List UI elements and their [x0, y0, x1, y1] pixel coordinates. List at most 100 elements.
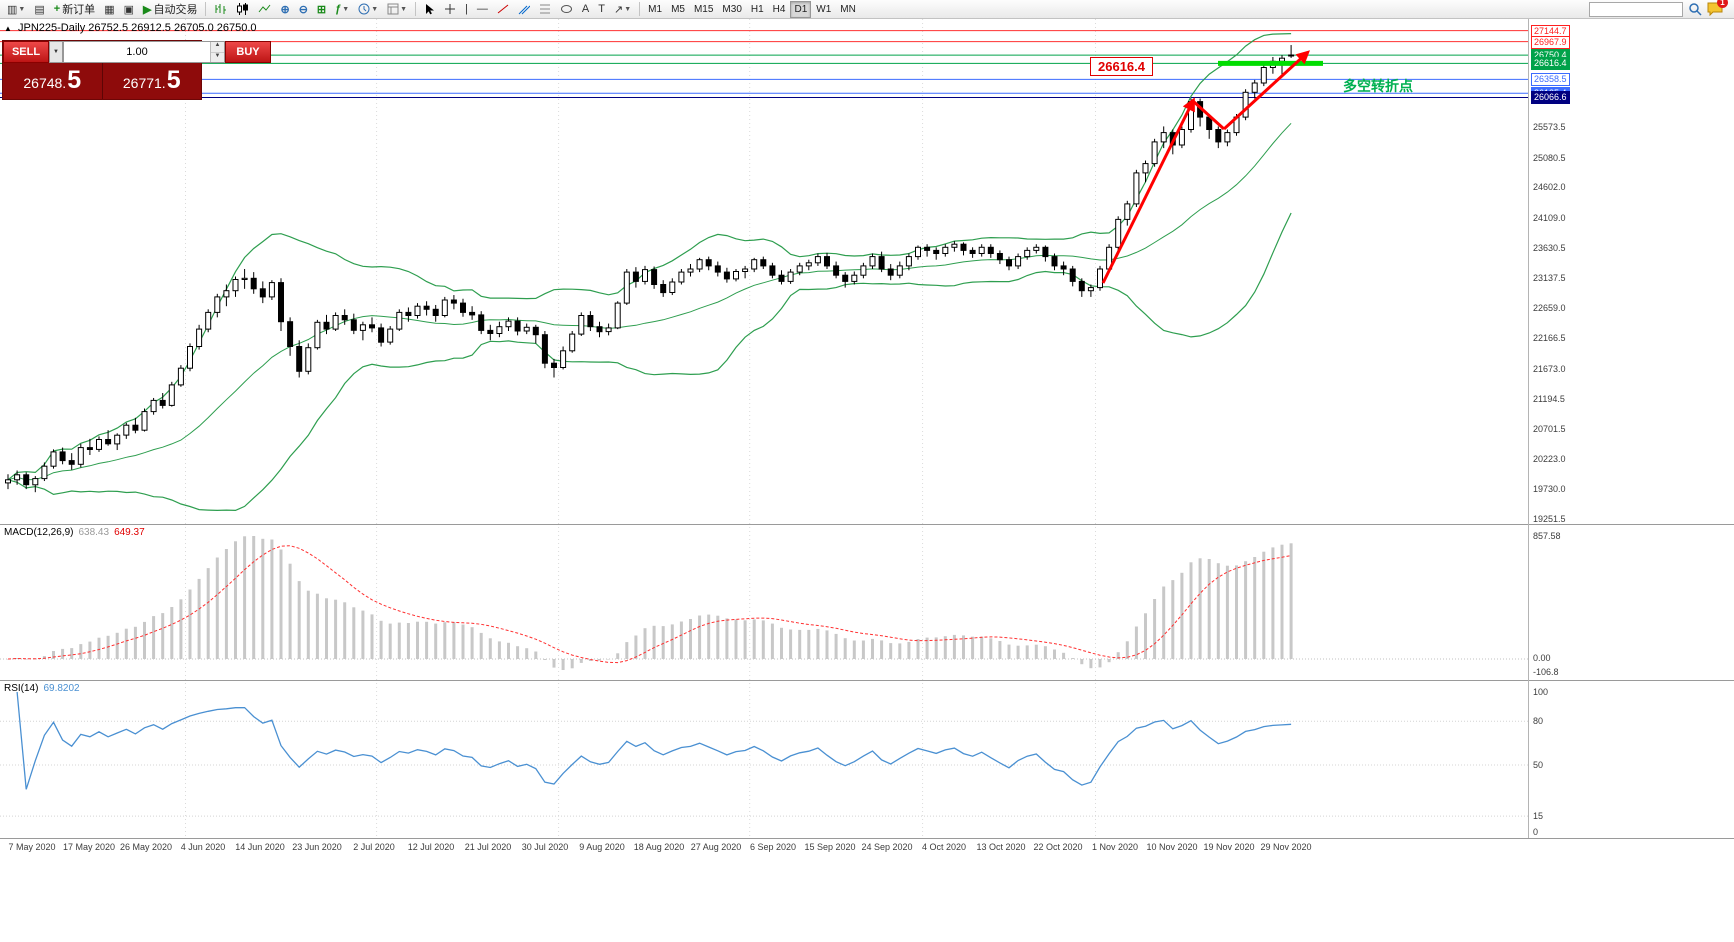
cursor-icon: [426, 4, 435, 15]
text-button[interactable]: A: [578, 0, 593, 19]
market-watch-icon: ▦: [104, 3, 115, 16]
date-label: 21 Jul 2020: [464, 842, 512, 852]
search-input[interactable]: [1589, 1, 1683, 17]
notifications-button[interactable]: 1: [1707, 0, 1728, 17]
tab-timeframe-m5[interactable]: M5: [671, 3, 685, 15]
zoom-in-button[interactable]: ⊕: [276, 0, 293, 19]
ohlc-high: 26912.5: [131, 22, 171, 34]
channel-icon: [518, 5, 530, 15]
new-order-button[interactable]: + 新订单: [50, 0, 99, 19]
label-button[interactable]: T: [594, 0, 609, 19]
price-label: 80: [1533, 716, 1544, 727]
buy-price[interactable]: 26771. 5: [103, 63, 202, 99]
tab-timeframe-m1[interactable]: M1: [648, 3, 663, 15]
market-watch-button[interactable]: ▦: [100, 0, 118, 19]
price-label: 26066.6: [1531, 91, 1570, 105]
price-level-annotation[interactable]: 26616.4: [1090, 57, 1153, 76]
price-label: 21194.5: [1533, 393, 1565, 404]
tab-timeframe-m15[interactable]: M15: [693, 3, 714, 15]
price-label: 0: [1533, 827, 1539, 837]
date-label: 12 Jul 2020: [407, 842, 455, 852]
rsi-value: 69.8202: [43, 683, 80, 694]
auto-trading-label: 自动交易: [153, 4, 198, 16]
price-label: 21673.0: [1533, 363, 1566, 374]
rsi-label: RSI(14) 69.8202: [4, 683, 80, 694]
trendline-button[interactable]: [493, 0, 513, 19]
zoom-out-button[interactable]: ⊖: [295, 0, 312, 19]
crosshair-icon: [445, 4, 456, 14]
date-label: 14 Jun 2020: [235, 842, 285, 852]
cursor-button[interactable]: [420, 0, 439, 19]
macd-label: MACD(12,26,9) 638.43 649.37: [4, 527, 145, 538]
sell-button[interactable]: SELL: [3, 41, 49, 63]
new-chart-button[interactable]: ▥ ▼: [3, 0, 29, 19]
one-click-trading-panel: SELL ▼ ▲▼ BUY 26748.5 26771.5: [2, 40, 271, 100]
bar-chart-button[interactable]: [210, 0, 231, 19]
sell-price[interactable]: 26748. 5: [3, 63, 103, 99]
price-label: 23630.5: [1533, 242, 1566, 253]
volume-stepper[interactable]: ▲ ▼: [210, 42, 224, 62]
symbol-period: JPN225-Daily: [17, 22, 86, 34]
buy-button[interactable]: BUY: [225, 41, 271, 63]
sell-price-main: 26748.: [23, 75, 67, 91]
price-label: 19251.5: [1533, 514, 1566, 524]
navigator-icon: ▣: [123, 3, 134, 16]
chevron-down-icon: ▼: [342, 5, 350, 13]
arrows-button[interactable]: ↗ ▼: [610, 0, 635, 19]
date-label: 15 Sep 2020: [804, 842, 856, 852]
play-icon: ▶: [143, 3, 152, 16]
horizontal-line-button[interactable]: —: [473, 0, 492, 19]
date-label: 9 Aug 2020: [579, 842, 625, 852]
tab-timeframe-mn[interactable]: MN: [840, 3, 856, 15]
date-label: 23 Jun 2020: [292, 842, 342, 852]
templates-button[interactable]: ▼: [383, 0, 411, 19]
price-label: 100: [1533, 687, 1549, 697]
candlestick-chart-button[interactable]: [232, 0, 253, 19]
buy-price-pip: 5: [166, 66, 181, 94]
crosshair-button[interactable]: [440, 0, 460, 19]
chart-ohlc-title: ▲ JPN225-Daily 26752.5 26912.5 26705.0 2…: [4, 22, 257, 34]
date-label: 4 Jun 2020: [180, 842, 226, 852]
profiles-button[interactable]: ▤: [30, 0, 48, 19]
clock-icon: [358, 3, 370, 15]
shapes-button[interactable]: [556, 0, 577, 19]
tab-timeframe-w1[interactable]: W1: [816, 3, 832, 15]
tab-timeframe-h4[interactable]: H4: [772, 3, 786, 15]
macd-value-signal: 649.37: [114, 527, 145, 538]
price-label: 25080.5: [1533, 152, 1566, 163]
indicators-button[interactable]: ƒ ▼: [331, 0, 353, 19]
new-order-label: 新订单: [62, 4, 96, 16]
date-label: 6 Sep 2020: [749, 842, 797, 852]
text-icon: A: [581, 3, 590, 15]
price-label: 24602.0: [1533, 182, 1566, 193]
chevron-down-icon: ▼: [400, 5, 408, 13]
stepper-down-icon[interactable]: ▼: [211, 52, 224, 62]
channel-button[interactable]: [514, 0, 534, 19]
price-label: -106.8: [1533, 667, 1559, 677]
periods-button[interactable]: ▼: [354, 0, 382, 19]
volume-input[interactable]: [64, 42, 210, 62]
arrow-icon: ↗: [614, 3, 624, 16]
line-chart-button[interactable]: [254, 0, 275, 19]
macd-name: MACD(12,26,9): [4, 527, 74, 538]
navigator-button[interactable]: ▣: [120, 0, 138, 19]
tab-timeframe-m30[interactable]: M30: [722, 3, 742, 15]
tile-windows-icon: ⊞: [316, 3, 327, 16]
tab-timeframe-h1[interactable]: H1: [750, 3, 764, 15]
toolbar-separator: [639, 2, 641, 16]
auto-trading-button[interactable]: ▶ 自动交易: [139, 0, 201, 19]
stepper-up-icon[interactable]: ▲: [211, 42, 224, 53]
turning-point-label[interactable]: 多空转折点: [1343, 78, 1413, 94]
tile-windows-button[interactable]: ⊞: [313, 0, 330, 19]
macd-value-main: 638.43: [78, 527, 110, 538]
price-label: 15: [1533, 811, 1544, 822]
date-label: 29 Nov 2020: [1260, 842, 1312, 852]
vertical-line-button[interactable]: |: [461, 0, 472, 19]
fibonacci-button[interactable]: [535, 0, 555, 19]
price-label: 22166.5: [1533, 333, 1566, 344]
tab-timeframe-d1[interactable]: D1: [790, 0, 812, 18]
date-label: 1 Nov 2020: [1091, 842, 1139, 852]
search-icon[interactable]: [1688, 2, 1702, 16]
order-type-dropdown[interactable]: ▼: [49, 41, 63, 63]
